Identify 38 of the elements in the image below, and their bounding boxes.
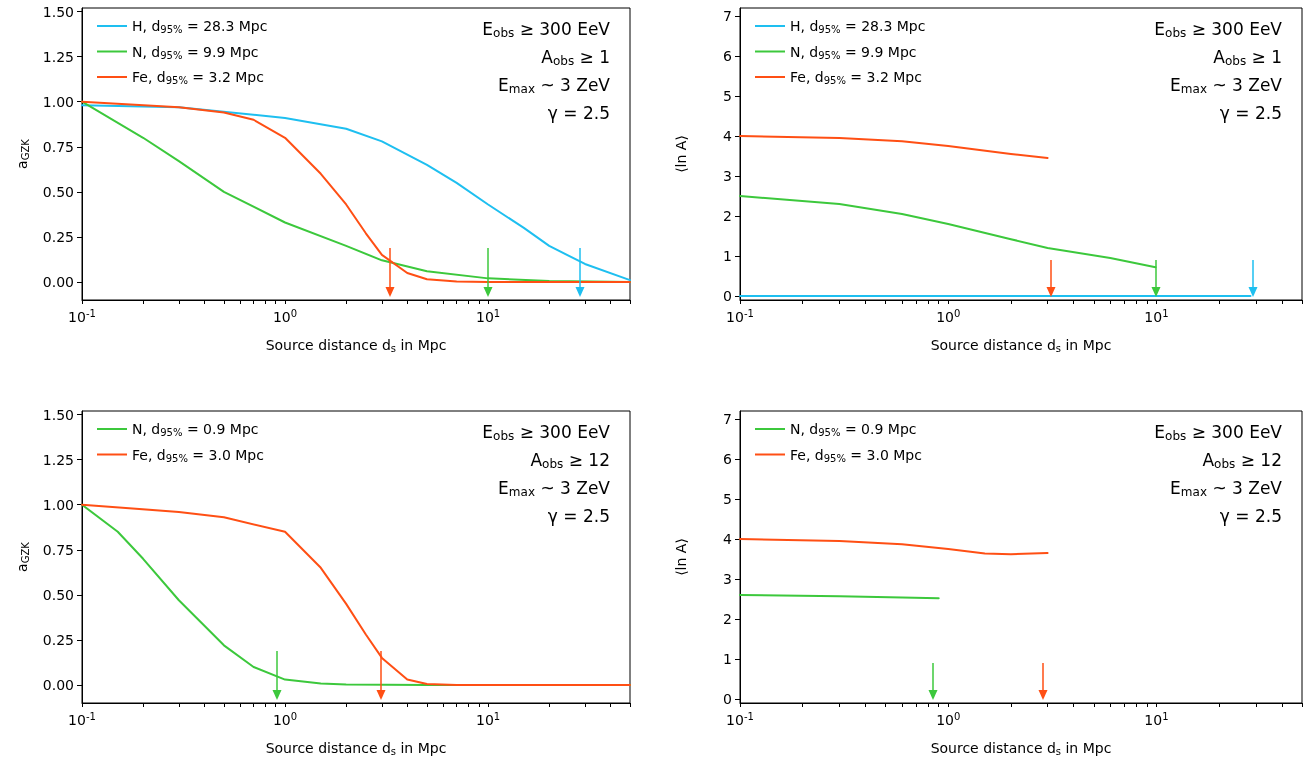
y-tick-label: 0.50: [42, 586, 74, 603]
y-axis-title: aGZK: [13, 138, 31, 169]
y-tick-label: 2: [723, 611, 732, 627]
y-axis-title: ⟨ln A⟩: [673, 135, 689, 173]
y-axis-title: ⟨ln A⟩: [673, 538, 689, 576]
y-tick-label: 0.75: [42, 138, 74, 155]
y-tick-label: 2: [723, 208, 732, 224]
y-tick-label: 1: [723, 248, 732, 264]
y-tick-label: 0.00: [42, 676, 74, 693]
annotation: γ = 2.5: [1219, 505, 1283, 526]
y-tick-label: 6: [723, 48, 733, 64]
y-tick-label: 6: [723, 451, 733, 467]
y-tick-label: 1.50: [42, 406, 74, 423]
annotation: γ = 2.5: [547, 102, 611, 123]
y-tick-label: 1.00: [42, 93, 74, 110]
y-axis-title: aGZK: [13, 541, 31, 572]
annotation: γ = 2.5: [1219, 102, 1283, 123]
y-tick-label: 0.25: [42, 228, 74, 245]
y-tick-label: 4: [723, 531, 733, 547]
y-tick-label: 0.50: [42, 183, 74, 200]
y-tick-label: 0: [723, 288, 732, 304]
y-tick-label: 0.25: [42, 631, 74, 648]
y-tick-label: 0: [723, 691, 732, 707]
y-tick-label: 7: [723, 8, 732, 24]
y-tick-label: 0.00: [42, 273, 74, 290]
y-tick-label: 0.75: [42, 541, 74, 558]
y-tick-label: 1.50: [42, 3, 74, 20]
y-tick-label: 1: [723, 651, 732, 667]
y-tick-label: 1.00: [42, 496, 74, 513]
y-tick-label: 5: [723, 491, 732, 507]
annotation: γ = 2.5: [547, 505, 611, 526]
y-tick-label: 7: [723, 411, 732, 427]
y-tick-label: 3: [723, 168, 732, 184]
y-tick-label: 1.25: [42, 48, 74, 65]
y-tick-label: 5: [723, 88, 732, 104]
y-tick-label: 1.25: [42, 451, 74, 468]
y-tick-label: 3: [723, 571, 732, 587]
y-tick-label: 4: [723, 128, 733, 144]
